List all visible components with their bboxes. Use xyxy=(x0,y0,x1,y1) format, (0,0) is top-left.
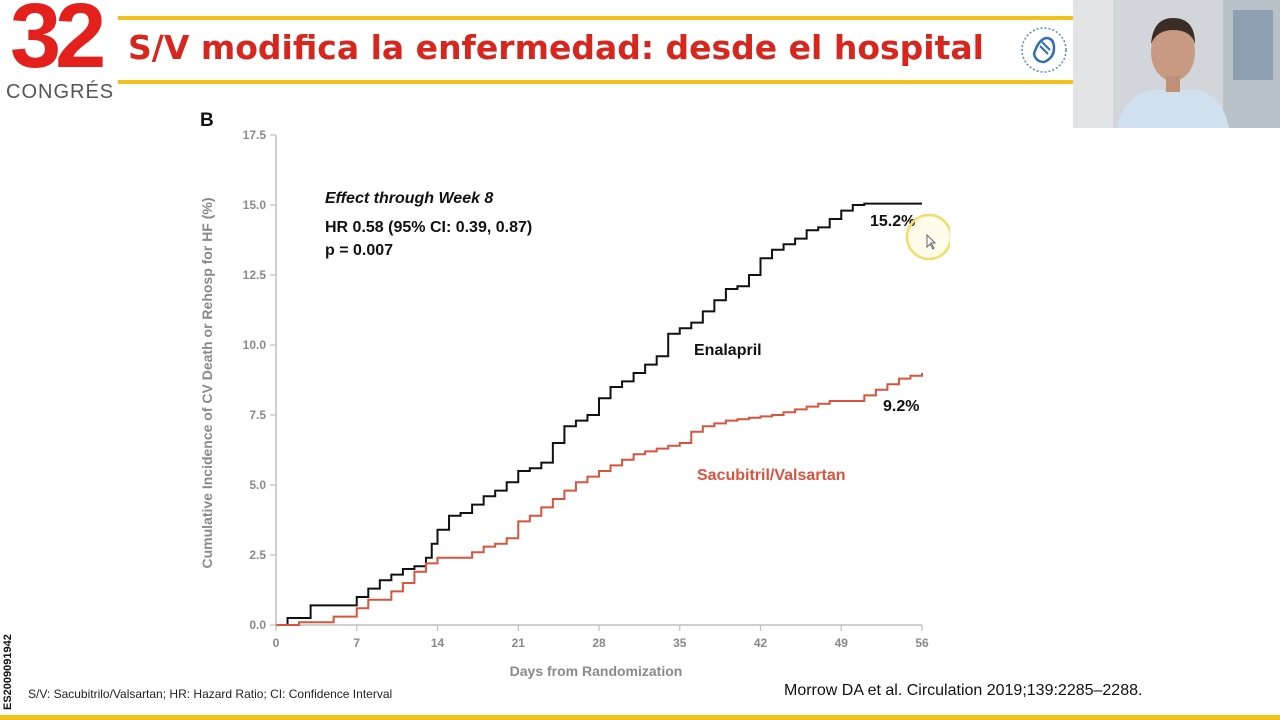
chart-series xyxy=(276,202,923,626)
end-label-sacubitril: 9.2% xyxy=(883,398,919,415)
y-tick-label: 7.5 xyxy=(249,408,266,422)
side-code: ES2009091942 xyxy=(2,634,14,710)
logo-text: CONGRÉS xyxy=(6,81,115,103)
y-tick-label: 15.0 xyxy=(243,198,267,212)
x-tick-label: 56 xyxy=(915,636,929,650)
chart-ticks: 0 7 14 21 28 35 42 49 56 0.0 2.5 5.0 7.5 10.0 12.5 15.0… xyxy=(243,128,929,650)
end-label-enalapril: 15.2% xyxy=(870,213,915,230)
footnote: S/V: Sacubitrilo/Valsartan; HR: Hazard R… xyxy=(28,687,393,701)
series-label-sacubitril: Sacubitril/Valsartan xyxy=(697,467,846,484)
congress-logo: 32 CONGRÉS xyxy=(6,0,118,103)
x-tick-label: 49 xyxy=(835,636,849,650)
logo-number: 32 xyxy=(10,0,106,87)
x-tick-label: 42 xyxy=(754,636,768,650)
y-tick-label: 5.0 xyxy=(249,478,266,492)
series-line-sacubitril xyxy=(276,373,923,626)
panel-label: B xyxy=(200,110,214,131)
y-tick-label: 10.0 xyxy=(243,338,267,352)
y-tick-label: 0.0 xyxy=(249,618,266,632)
y-tick-label: 2.5 xyxy=(249,548,266,562)
annotation-hazard-ratio: HR 0.58 (95% CI: 0.39, 0.87) xyxy=(325,219,532,236)
x-tick-label: 14 xyxy=(431,636,445,650)
slide-title: S/V modifica la enfermedad: desde el hos… xyxy=(128,28,984,67)
x-tick-label: 0 xyxy=(273,636,280,650)
y-axis-label: Cumulative Incidence of CV Death or Reho… xyxy=(199,197,215,568)
bottom-accent-line xyxy=(0,715,1280,720)
x-tick-label: 7 xyxy=(353,636,360,650)
x-tick-label: 21 xyxy=(512,636,526,650)
x-tick-label: 28 xyxy=(592,636,606,650)
citation: Morrow DA et al. Circulation 2019;139:22… xyxy=(784,682,1143,699)
y-tick-label: 17.5 xyxy=(243,128,267,142)
x-axis-label: Days from Randomization xyxy=(510,663,683,679)
y-tick-label: 12.5 xyxy=(243,268,267,282)
kaplan-meier-chart: B 0 7 14 21 28 35 42 49 56 0.0 2.5 5.0 7.5 10.0 12.5 15… xyxy=(199,110,950,679)
society-seal-icon xyxy=(1021,27,1067,73)
slide-title-bar: S/V modifica la enfermedad: desde el hos… xyxy=(118,16,1073,84)
annotation-p-value: p = 0.007 xyxy=(325,242,393,259)
presenter-video xyxy=(1073,0,1280,128)
series-label-enalapril: Enalapril xyxy=(694,342,762,359)
presenter-video-icon xyxy=(1073,0,1280,128)
chart-axes xyxy=(275,135,922,626)
x-tick-label: 35 xyxy=(673,636,687,650)
series-line-enalapril xyxy=(276,202,922,626)
mouse-pointer-icon xyxy=(926,233,937,250)
annotation-title: Effect through Week 8 xyxy=(325,190,493,207)
